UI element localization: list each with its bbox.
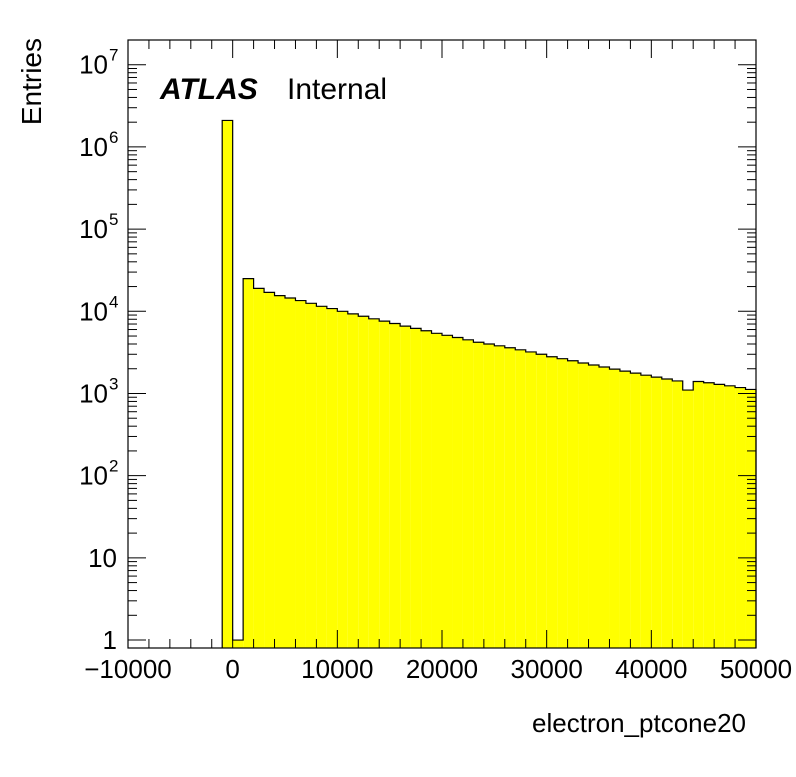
histogram-bin — [285, 298, 296, 648]
histogram-bin — [305, 303, 317, 648]
histogram-bin — [400, 326, 411, 648]
histogram-bin — [379, 321, 390, 648]
histogram-bin — [567, 360, 579, 648]
histogram-bin — [347, 313, 359, 648]
histogram-bin — [410, 328, 422, 648]
histogram-bin — [619, 371, 631, 648]
histogram-bin — [473, 342, 484, 648]
y-tick-label: 10 — [79, 214, 108, 244]
x-tick-label: −10000 — [84, 654, 171, 684]
atlas-label: ATLAS — [159, 73, 258, 106]
histogram-bin — [421, 330, 432, 648]
x-tick-label: 40000 — [615, 654, 687, 684]
histogram-bin — [452, 337, 463, 648]
histogram-bin — [661, 379, 673, 648]
y-tick-label: 10 — [79, 296, 108, 326]
x-axis-title: electron_ptcone20 — [532, 708, 746, 738]
x-tick-label: 0 — [225, 654, 239, 684]
y-axis-title: Entries — [16, 38, 47, 125]
y-tick-label: 1 — [103, 625, 117, 655]
histogram-bin — [358, 316, 369, 648]
histogram-bin — [578, 362, 589, 648]
y-tick-label: 10 — [88, 543, 117, 573]
histogram-bin — [295, 300, 306, 648]
histogram-bin — [525, 351, 537, 648]
histogram-bin — [703, 382, 715, 648]
x-tick-labels: −10000 0 10000 20000 30000 40000 50000 — [84, 654, 792, 684]
histogram-bin — [515, 349, 526, 648]
y-tick-label: 10 — [79, 50, 108, 80]
histogram-bin — [735, 387, 746, 648]
histogram-bin — [672, 380, 683, 648]
histogram-bin — [609, 369, 620, 648]
y-tick-label-exponent: 3 — [109, 374, 118, 393]
histogram-bin — [599, 367, 610, 648]
y-tick-label: 10 — [79, 132, 108, 162]
histogram-bin — [557, 358, 568, 648]
histogram-bin — [264, 292, 275, 648]
histogram-bin — [651, 377, 662, 648]
histogram-bin — [431, 333, 442, 648]
plot-frame — [127, 39, 757, 649]
histogram-bin — [536, 354, 547, 648]
x-tick-label: 20000 — [406, 654, 478, 684]
y-tick-label-exponent: 4 — [109, 292, 118, 311]
status-label: Internal — [287, 73, 387, 106]
x-tick-label: 50000 — [720, 654, 792, 684]
histogram-bin — [546, 356, 558, 648]
histogram-bin — [693, 381, 704, 648]
histogram-bin — [337, 311, 348, 648]
histogram-bin — [442, 335, 453, 648]
y-tick-label-exponent: 5 — [109, 210, 118, 229]
histogram-bin — [389, 323, 401, 648]
x-tick-label: 10000 — [301, 654, 373, 684]
histogram-bin — [253, 288, 265, 648]
histogram-bin — [368, 318, 380, 648]
histogram-bin — [462, 339, 474, 648]
histogram-bin — [316, 306, 327, 648]
y-tick-label-exponent: 7 — [109, 46, 118, 65]
histogram-bin — [682, 390, 694, 648]
histogram-bin — [504, 347, 516, 648]
histogram-bin — [630, 373, 641, 648]
histogram-bin — [222, 120, 233, 648]
histogram-bin — [232, 640, 244, 648]
x-tick-label: 30000 — [511, 654, 583, 684]
histogram-bin — [588, 365, 599, 648]
histogram-bin — [326, 308, 338, 648]
histogram-bin — [494, 345, 505, 648]
y-tick-label: 10 — [79, 461, 108, 491]
histogram-bin — [714, 384, 725, 648]
histogram-bin — [243, 278, 254, 648]
y-tick-label-exponent: 2 — [109, 457, 118, 476]
y-tick-label-exponent: 6 — [109, 128, 118, 147]
histogram-bars — [221, 119, 757, 648]
histogram-bin — [640, 375, 652, 648]
histogram-outline — [221, 119, 757, 648]
y-tick-label: 10 — [79, 378, 108, 408]
histogram-bin — [274, 295, 285, 648]
histogram-bin — [483, 344, 495, 648]
histogram-bin — [724, 385, 736, 648]
